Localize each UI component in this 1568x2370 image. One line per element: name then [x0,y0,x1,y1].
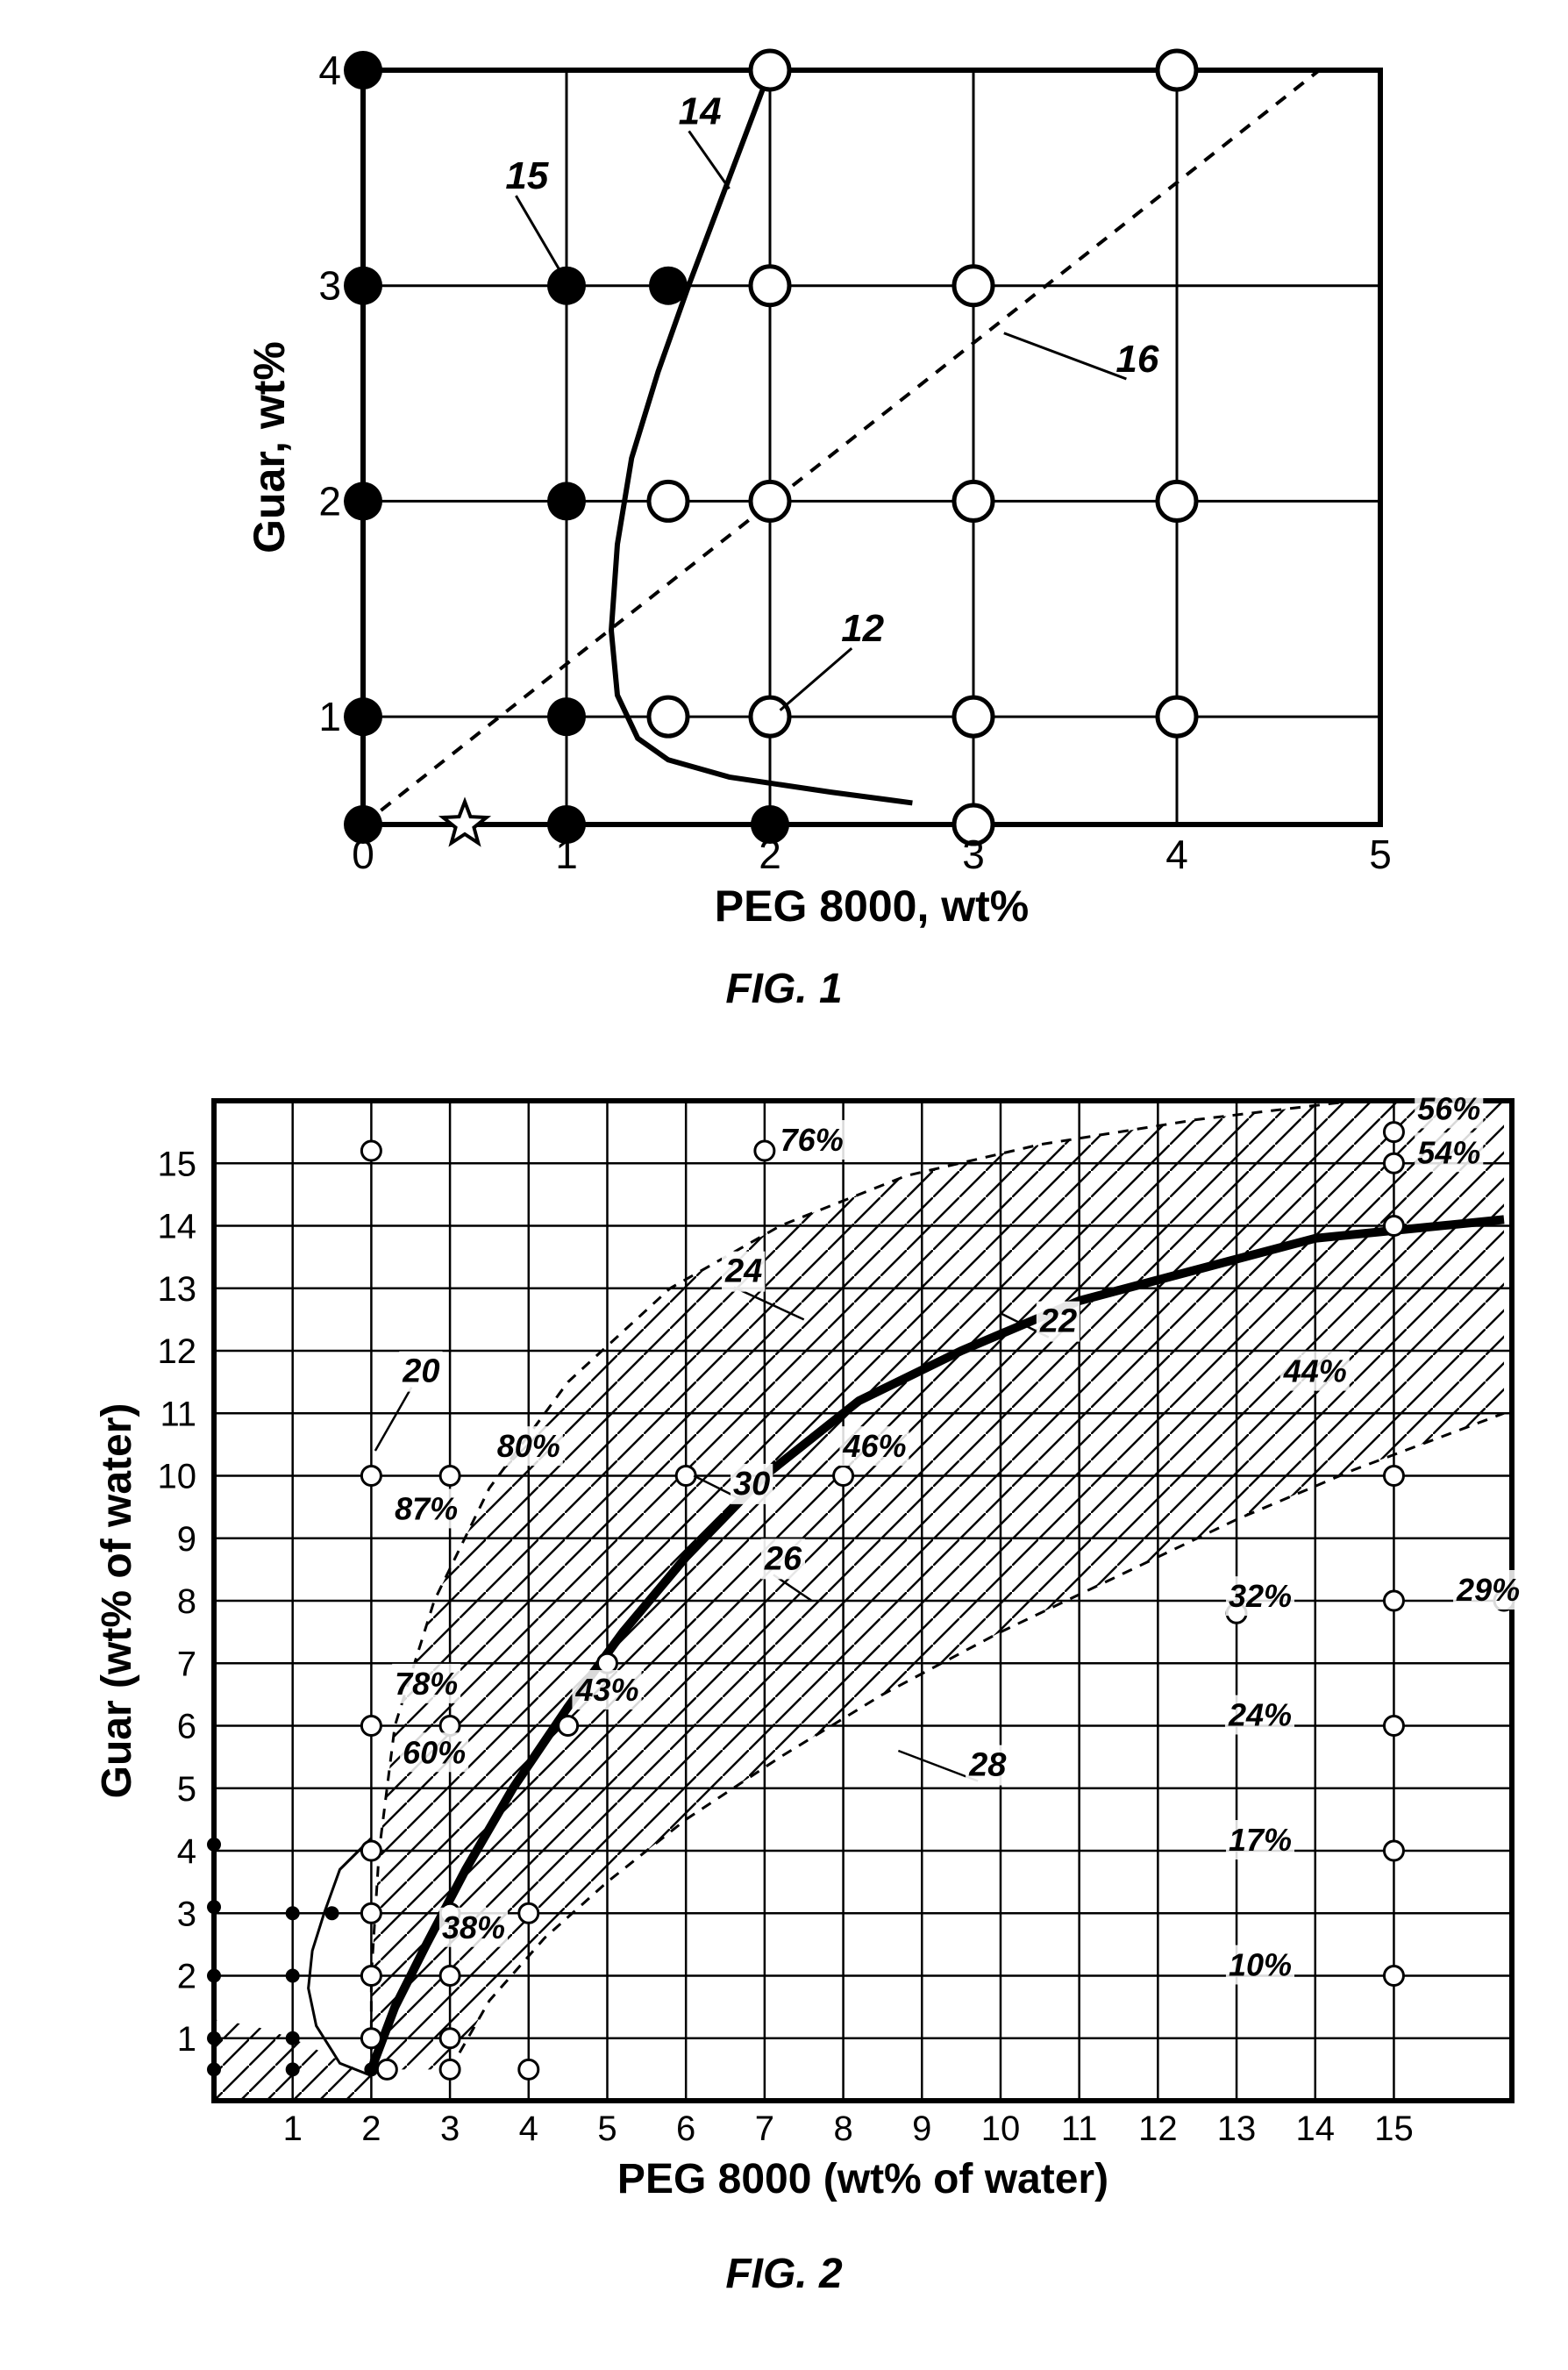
svg-text:PEG 8000 (wt% of water): PEG 8000 (wt% of water) [617,2156,1108,2202]
svg-text:38%: 38% [442,1910,505,1945]
svg-text:17%: 17% [1229,1822,1292,1858]
svg-text:5: 5 [597,2109,617,2148]
svg-text:12: 12 [841,607,884,650]
svg-text:44%: 44% [1283,1353,1347,1389]
svg-text:2: 2 [318,478,341,524]
svg-text:8: 8 [177,1582,196,1621]
svg-text:1: 1 [283,2109,303,2148]
svg-text:1: 1 [555,832,578,877]
svg-text:9: 9 [177,1520,196,1559]
svg-text:32%: 32% [1229,1578,1292,1614]
svg-text:3: 3 [177,1895,196,1933]
svg-text:26: 26 [764,1540,802,1577]
svg-text:80%: 80% [497,1428,560,1464]
fig1-caption: FIG. 1 [725,965,842,1013]
svg-text:13: 13 [158,1270,197,1309]
svg-text:9: 9 [912,2109,931,2148]
svg-text:16: 16 [1115,338,1158,381]
svg-text:PEG 8000, wt%: PEG 8000, wt% [715,882,1030,931]
svg-text:2: 2 [361,2109,381,2148]
svg-text:1: 1 [318,694,341,739]
svg-text:12: 12 [1138,2109,1178,2148]
svg-text:7: 7 [177,1645,196,1683]
chart2-svg: 76% 56% 54% 44% 80% 87% 46% 32% 29% 24% 17% 10% 78% 6… [91,1066,1568,2241]
svg-text:4: 4 [1165,832,1188,877]
svg-text:13: 13 [1217,2109,1257,2148]
svg-text:1: 1 [177,2020,196,2059]
svg-text:3: 3 [440,2109,460,2148]
svg-text:4: 4 [177,1832,196,1871]
svg-text:11: 11 [1061,2109,1098,2148]
chart1-svg: 141516120123451234PEG 8000, wt%Guar, wt% [249,35,1477,956]
svg-text:6: 6 [676,2109,695,2148]
svg-text:20: 20 [402,1353,439,1390]
svg-text:14: 14 [679,89,722,132]
svg-text:56%: 56% [1417,1090,1480,1126]
chart2-plot: 76% 56% 54% 44% 80% 87% 46% 32% 29% 24% 17% 10% 78% 6… [91,1066,1568,2241]
svg-text:4: 4 [318,47,341,93]
svg-text:60%: 60% [403,1734,466,1770]
svg-text:10: 10 [158,1458,197,1496]
figure-2: 76% 56% 54% 44% 80% 87% 46% 32% 29% 24% 17% 10% 78% 6… [0,1066,1568,2298]
svg-text:6: 6 [177,1708,196,1746]
svg-text:54%: 54% [1417,1134,1480,1170]
svg-text:78%: 78% [395,1666,458,1702]
svg-text:15: 15 [1374,2109,1414,2148]
svg-text:Guar, wt%: Guar, wt% [249,341,294,553]
svg-text:24%: 24% [1228,1697,1292,1733]
chart1-plot: 141516120123451234PEG 8000, wt%Guar, wt% [249,35,1477,956]
fig2-caption: FIG. 2 [725,2250,842,2298]
figure-1: 141516120123451234PEG 8000, wt%Guar, wt%… [0,35,1568,1013]
svg-text:30: 30 [733,1466,770,1503]
svg-text:8: 8 [833,2109,852,2148]
svg-text:4: 4 [519,2109,538,2148]
svg-text:87%: 87% [395,1490,458,1526]
svg-text:3: 3 [318,263,341,309]
svg-text:10: 10 [981,2109,1021,2148]
svg-text:2: 2 [759,832,781,877]
svg-text:22: 22 [1039,1303,1077,1340]
svg-text:10%: 10% [1229,1947,1292,1983]
svg-text:29%: 29% [1456,1572,1520,1608]
svg-text:5: 5 [1369,832,1392,877]
svg-text:7: 7 [755,2109,774,2148]
svg-text:12: 12 [158,1332,197,1371]
svg-text:28: 28 [968,1747,1007,1784]
svg-text:2: 2 [177,1958,196,1996]
svg-text:15: 15 [158,1145,197,1183]
svg-text:14: 14 [158,1208,197,1246]
svg-text:14: 14 [1296,2109,1336,2148]
svg-text:5: 5 [177,1770,196,1809]
svg-text:43%: 43% [574,1672,638,1708]
svg-text:76%: 76% [780,1122,844,1158]
svg-text:11: 11 [160,1395,196,1433]
svg-text:46%: 46% [842,1428,906,1464]
svg-text:24: 24 [724,1253,762,1290]
svg-text:15: 15 [505,154,548,197]
svg-text:0: 0 [352,832,374,877]
svg-text:3: 3 [962,832,985,877]
svg-text:Guar (wt% of water): Guar (wt% of water) [94,1403,140,1799]
